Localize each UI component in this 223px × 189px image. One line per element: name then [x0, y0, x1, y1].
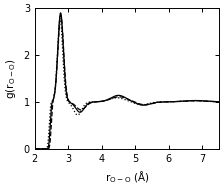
Y-axis label: g(r$_\mathregular{O-O}$): g(r$_\mathregular{O-O}$) — [4, 58, 18, 99]
X-axis label: r$_\mathregular{O-O}$ (Å): r$_\mathregular{O-O}$ (Å) — [105, 169, 149, 185]
